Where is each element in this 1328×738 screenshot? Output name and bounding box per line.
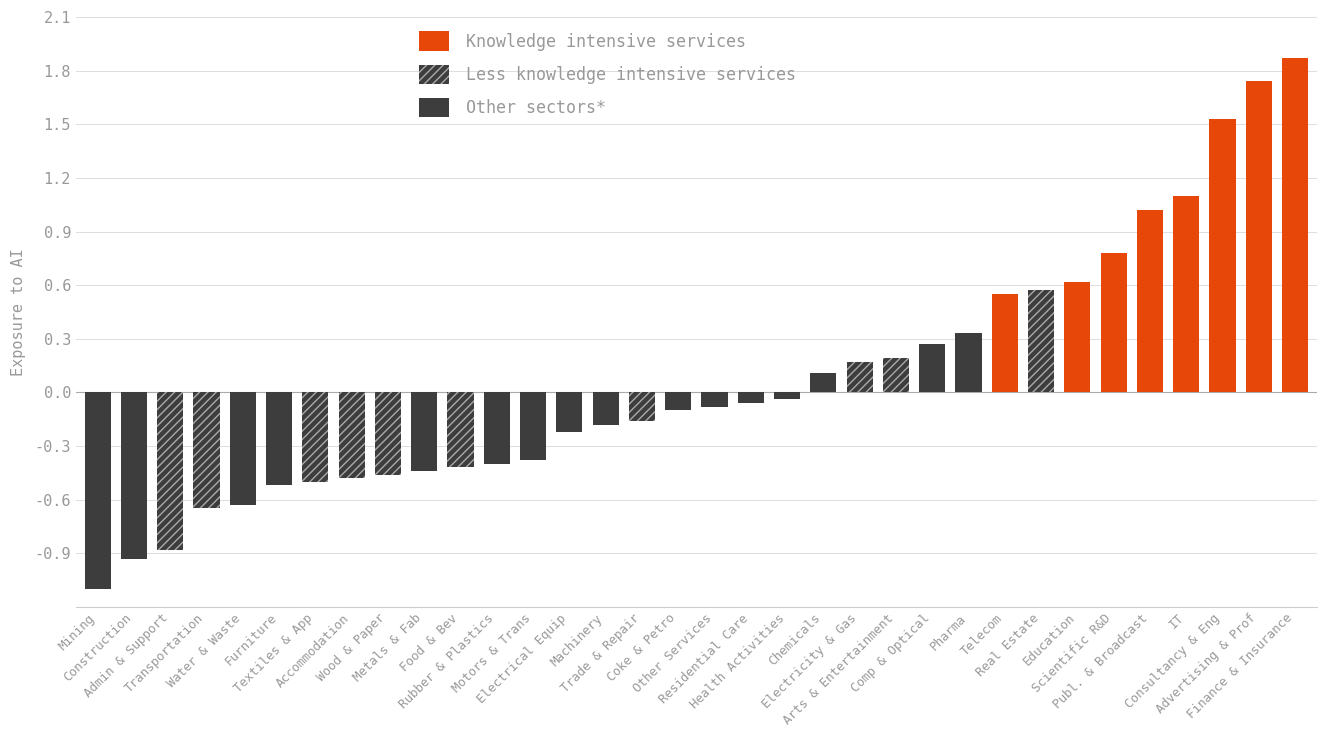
Bar (1137, 210, 1163, 393)
Bar (1028, 291, 1054, 393)
Bar (339, 393, 365, 478)
Bar (738, 393, 764, 403)
Bar (774, 393, 801, 399)
Y-axis label: Exposure to AI: Exposure to AI (11, 248, 27, 376)
Bar (883, 359, 908, 393)
Bar (846, 362, 872, 393)
Bar (157, 393, 183, 550)
Bar (339, 393, 365, 478)
Bar (374, 393, 401, 475)
Bar (883, 359, 908, 393)
Bar (556, 393, 583, 432)
Bar (448, 393, 474, 467)
Bar (194, 393, 219, 508)
Bar (665, 393, 692, 410)
Bar (1101, 253, 1126, 393)
Bar (266, 393, 292, 486)
Bar (483, 393, 510, 463)
Bar (194, 393, 219, 508)
Bar (629, 393, 655, 421)
Bar (230, 393, 256, 505)
Bar (1173, 196, 1199, 393)
Bar (846, 362, 872, 393)
Bar (303, 393, 328, 482)
Bar (592, 393, 619, 424)
Bar (521, 393, 546, 461)
Bar (1282, 58, 1308, 393)
Bar (1246, 81, 1272, 393)
Bar (810, 373, 837, 393)
Bar (85, 393, 110, 589)
Bar (303, 393, 328, 482)
Bar (374, 393, 401, 475)
Bar (121, 393, 147, 559)
Bar (992, 294, 1017, 393)
Bar (1028, 291, 1054, 393)
Bar (412, 393, 437, 471)
Bar (629, 393, 655, 421)
Bar (701, 393, 728, 407)
Bar (919, 344, 946, 393)
Bar (1064, 282, 1090, 393)
Bar (157, 393, 183, 550)
Bar (1210, 119, 1235, 393)
Bar (955, 334, 981, 393)
Bar (448, 393, 474, 467)
Legend: Knowledge intensive services, Less knowledge intensive services, Other sectors*: Knowledge intensive services, Less knowl… (420, 31, 795, 117)
